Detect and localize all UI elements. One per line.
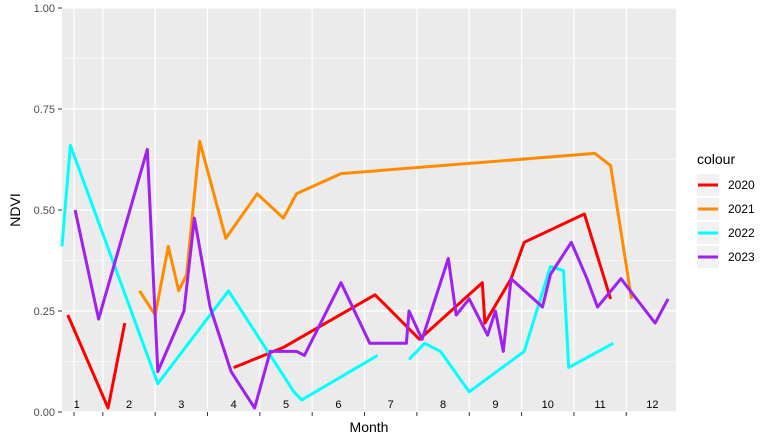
- y-axis: 0.00 0.25 0.50 0.75 1.00: [34, 3, 62, 419]
- legend-label-2020: 2020: [728, 178, 755, 192]
- month-label-10: 10: [542, 399, 554, 411]
- y-axis-title: NDVI: [7, 193, 23, 226]
- y-tick-label: 1.00: [34, 3, 55, 15]
- x-axis: [73, 412, 627, 416]
- month-label-9: 9: [492, 399, 498, 411]
- month-label-11: 11: [594, 399, 605, 411]
- legend-label-2022: 2022: [728, 226, 755, 240]
- month-label-2: 2: [126, 399, 132, 411]
- month-label-4: 4: [231, 399, 237, 411]
- legend-title: colour: [697, 151, 735, 167]
- y-tick-label: 0.25: [34, 306, 55, 318]
- month-label-8: 8: [440, 399, 446, 411]
- legend: colour 2020 2021 2022 2023: [697, 151, 755, 268]
- legend-label-2021: 2021: [728, 202, 755, 216]
- series-line-2022: [60, 143, 379, 402]
- month-label-12: 12: [646, 399, 658, 411]
- y-tick-label: 0.50: [34, 205, 55, 217]
- plot-panel: 1 2 3 4 5 6 7 8 9 10 11 12: [60, 7, 676, 413]
- series-line-2020: [66, 314, 127, 410]
- series-line-2020: [233, 212, 613, 369]
- y-tick-label: 0.75: [34, 104, 55, 116]
- series-line-2023: [73, 147, 670, 410]
- x-axis-title: Month: [350, 419, 389, 435]
- legend-label-2023: 2023: [728, 250, 755, 264]
- month-label-6: 6: [335, 399, 341, 411]
- series-line-2021: [138, 139, 633, 317]
- series-lines: [60, 139, 670, 410]
- grid-lines: [62, 7, 676, 413]
- month-label-3: 3: [178, 399, 184, 411]
- y-tick-label: 0.00: [34, 407, 55, 419]
- series-line-2022: [407, 265, 614, 394]
- month-label-5: 5: [283, 399, 289, 411]
- month-labels: 1 2 3 4 5 6 7 8 9 10 11 12: [74, 399, 659, 411]
- month-label-7: 7: [388, 399, 394, 411]
- month-label-1: 1: [74, 399, 80, 411]
